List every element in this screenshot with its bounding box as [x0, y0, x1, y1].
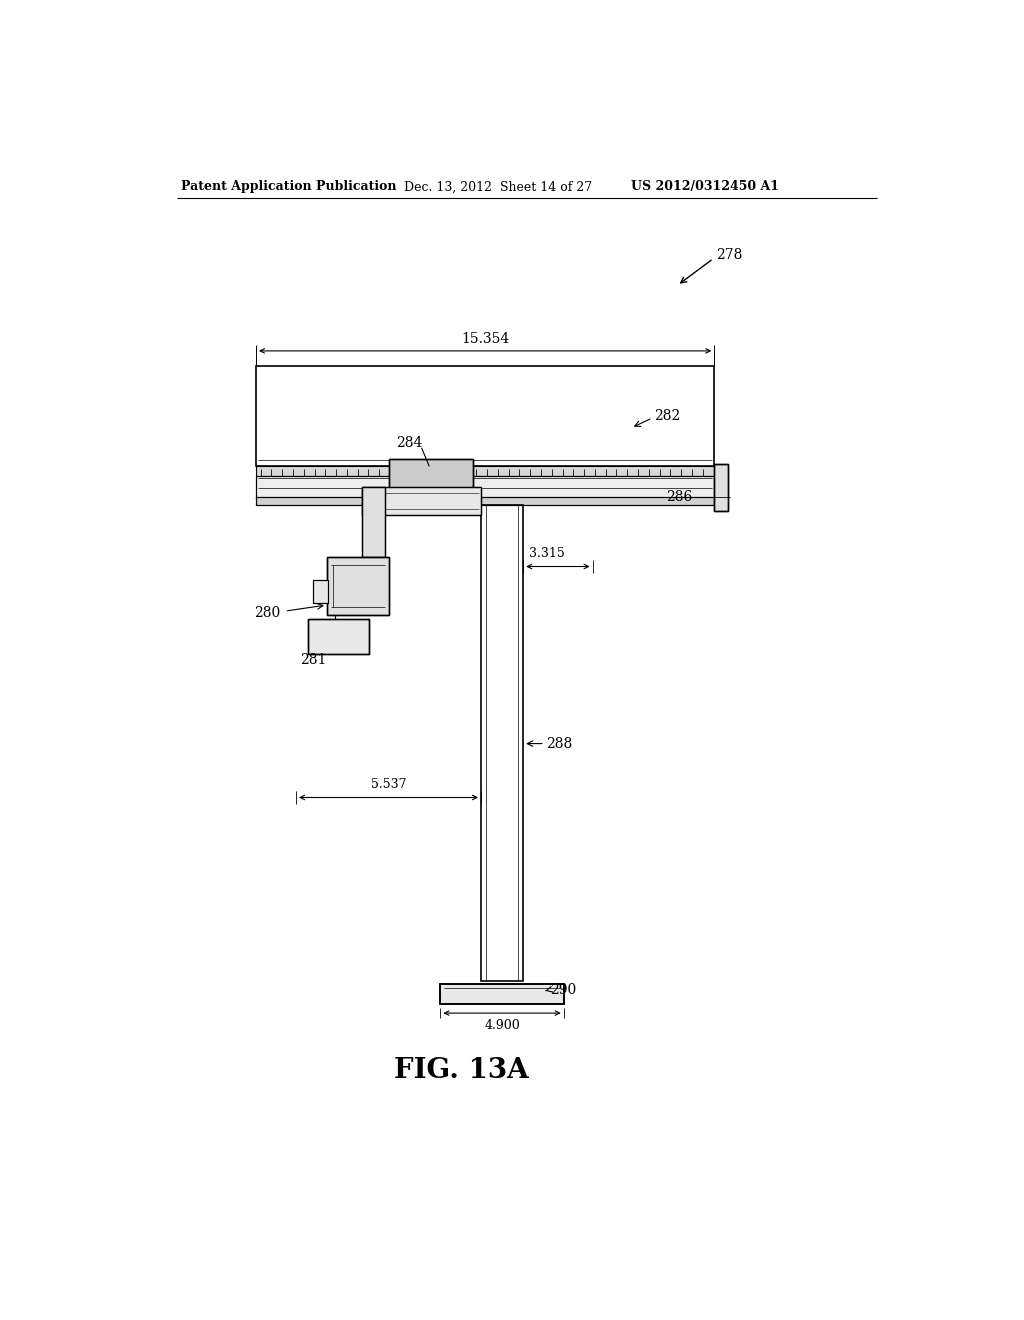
Bar	[392, 488, 408, 502]
Bar	[388, 459, 473, 507]
Text: 288: 288	[547, 737, 572, 751]
Bar	[361, 487, 481, 515]
Bar	[307, 619, 370, 653]
Bar	[256, 498, 714, 506]
Bar	[256, 475, 714, 499]
Text: 280: 280	[254, 606, 281, 619]
Text: 3.315: 3.315	[529, 548, 565, 561]
Bar	[327, 557, 388, 615]
Bar	[388, 459, 473, 507]
Text: 284: 284	[396, 437, 423, 450]
Bar	[440, 983, 563, 1003]
Bar	[714, 465, 728, 511]
Text: Patent Application Publication: Patent Application Publication	[180, 181, 396, 194]
Text: FIG. 13A: FIG. 13A	[394, 1057, 529, 1084]
Bar	[256, 475, 714, 499]
Bar	[481, 506, 523, 981]
Text: US 2012/0312450 A1: US 2012/0312450 A1	[631, 181, 779, 194]
Bar	[327, 557, 388, 615]
Bar	[434, 488, 450, 502]
Text: Dec. 13, 2012  Sheet 14 of 27: Dec. 13, 2012 Sheet 14 of 27	[403, 181, 592, 194]
Text: 5.537: 5.537	[371, 779, 407, 792]
Bar	[313, 581, 329, 603]
Text: 286: 286	[666, 490, 692, 504]
Text: 282: 282	[654, 409, 680, 424]
Bar	[413, 488, 429, 502]
Circle shape	[372, 475, 375, 478]
Bar	[361, 487, 481, 515]
Bar	[307, 619, 370, 653]
Bar	[452, 488, 467, 502]
Text: 15.354: 15.354	[461, 333, 509, 346]
Text: 4.900: 4.900	[484, 1019, 520, 1032]
Text: 278: 278	[716, 248, 742, 261]
Bar	[361, 487, 385, 557]
Bar	[440, 983, 563, 1003]
Bar	[313, 581, 329, 603]
Text: 290: 290	[550, 983, 577, 997]
Bar	[256, 466, 714, 475]
Text: 281: 281	[300, 653, 327, 668]
Bar	[361, 487, 385, 557]
Bar	[256, 498, 714, 506]
Bar	[714, 465, 728, 511]
Bar	[256, 367, 714, 466]
